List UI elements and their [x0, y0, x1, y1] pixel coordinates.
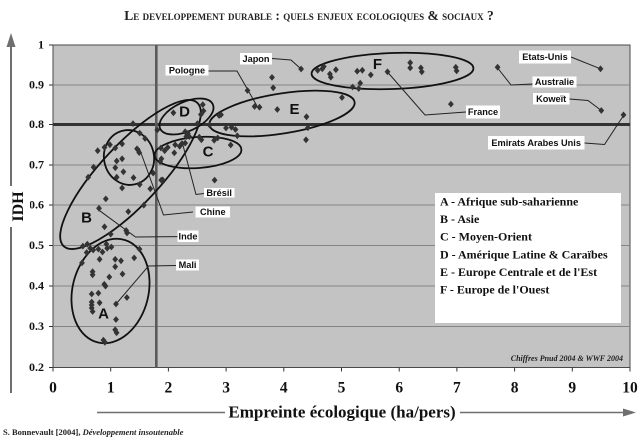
svg-text:Pologne: Pologne: [169, 66, 205, 76]
svg-text:4: 4: [280, 380, 288, 397]
svg-text:1: 1: [38, 38, 44, 52]
svg-text:6: 6: [395, 380, 403, 397]
svg-text:Chine: Chine: [200, 207, 226, 217]
svg-text:3: 3: [222, 380, 230, 397]
svg-text:5: 5: [338, 380, 346, 397]
svg-text:0.9: 0.9: [29, 78, 44, 92]
svg-text:8: 8: [511, 380, 519, 397]
svg-text:E - Europe Centrale et de l'Es: E - Europe Centrale et de l'Est: [440, 265, 597, 279]
svg-text:0.2: 0.2: [29, 360, 44, 374]
svg-text:9: 9: [568, 380, 576, 397]
svg-text:A: A: [98, 306, 109, 323]
svg-text:2: 2: [165, 380, 173, 397]
svg-text:0.5: 0.5: [29, 238, 44, 252]
svg-text:Inde: Inde: [179, 231, 198, 241]
svg-text:Australie: Australie: [535, 77, 574, 87]
svg-text:France: France: [468, 107, 498, 117]
svg-text:0.4: 0.4: [29, 279, 44, 293]
svg-text:Brésil: Brésil: [206, 188, 232, 198]
svg-text:B - Asie: B - Asie: [440, 212, 480, 226]
svg-text:F - Europe de l'Ouest: F - Europe de l'Ouest: [440, 283, 549, 297]
svg-text:A - Afrique sub-saharienne: A - Afrique sub-saharienne: [440, 195, 579, 209]
svg-text:C - Moyen-Orient: C - Moyen-Orient: [440, 230, 532, 244]
svg-text:IDH: IDH: [10, 191, 27, 222]
svg-text:E: E: [289, 101, 299, 118]
svg-text:S. Bonnevault [2004], Développ: S. Bonnevault [2004], Développement inso…: [3, 427, 184, 437]
svg-text:0.7: 0.7: [29, 158, 44, 172]
svg-text:D - Amérique Latine & Caraïbes: D - Amérique Latine & Caraïbes: [440, 247, 608, 261]
svg-text:0.3: 0.3: [29, 319, 44, 333]
svg-text:Mali: Mali: [179, 260, 197, 270]
svg-text:7: 7: [453, 380, 461, 397]
svg-text:1: 1: [107, 380, 115, 397]
svg-text:B: B: [81, 210, 92, 227]
svg-text:Etats-Unis: Etats-Unis: [522, 52, 567, 62]
svg-text:Emirats Arabes Unis: Emirats Arabes Unis: [491, 138, 581, 148]
svg-text:D: D: [179, 104, 190, 121]
svg-text:F: F: [373, 56, 382, 73]
svg-text:Japon: Japon: [242, 54, 269, 64]
svg-text:Empreinte écologique (ha/pers): Empreinte écologique (ha/pers): [228, 403, 455, 422]
svg-text:Chiffres Pnud 2004 & WWF 2004: Chiffres Pnud 2004 & WWF 2004: [511, 354, 623, 363]
svg-text:Koweït: Koweït: [536, 94, 566, 104]
svg-text:0.6: 0.6: [29, 198, 44, 212]
svg-text:10: 10: [622, 380, 638, 397]
svg-text:C: C: [203, 144, 214, 161]
svg-text:0: 0: [49, 380, 57, 397]
svg-text:0.8: 0.8: [29, 117, 44, 131]
svg-text:Le developpement durable : que: Le developpement durable : quels enjeux …: [124, 8, 493, 23]
